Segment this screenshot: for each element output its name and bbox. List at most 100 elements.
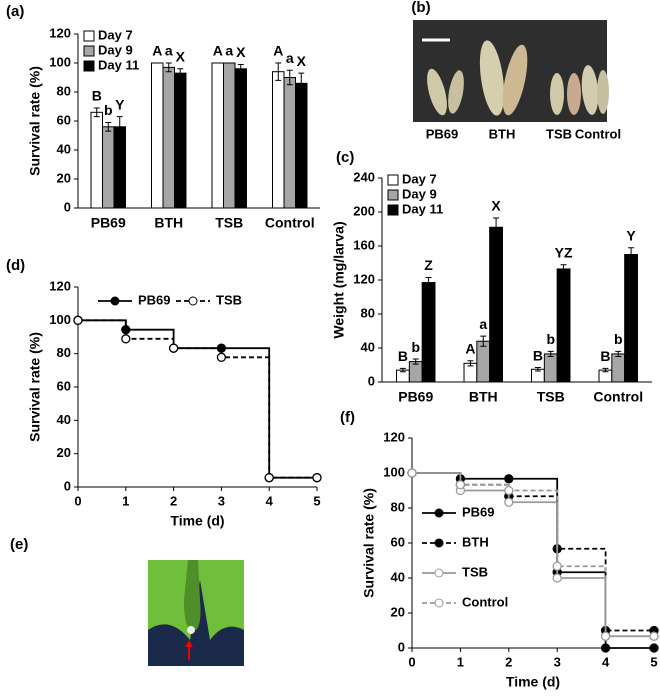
x-tick-label: 1 — [122, 493, 129, 508]
photo-e — [148, 560, 244, 666]
photo-label: PB69 — [426, 126, 459, 141]
legend-label: Day 11 — [98, 57, 139, 72]
legend-marker — [434, 568, 444, 578]
point — [552, 573, 562, 583]
significance-letter: B — [600, 348, 610, 364]
error-bar — [493, 217, 500, 238]
x-tick-label: TSB — [537, 389, 565, 405]
y-axis-title: Survival rate (%) — [27, 332, 43, 442]
significance-letter: b — [411, 339, 420, 355]
y-tick-label: 80 — [361, 305, 375, 320]
point — [600, 631, 611, 641]
error-bar — [298, 72, 305, 94]
bar — [421, 282, 436, 383]
survival-line — [412, 472, 654, 638]
significance-letter: Y — [626, 227, 636, 243]
significance-letter: b — [546, 331, 555, 347]
legend-label: Day 9 — [402, 186, 437, 201]
x-tick-label: 5 — [313, 493, 320, 508]
point — [504, 497, 514, 507]
x-tick-label: BTH — [469, 389, 498, 405]
x-tick-label: 4 — [602, 654, 610, 669]
legend-swatch — [83, 45, 95, 57]
x-tick-label: 3 — [218, 493, 225, 508]
error-bar — [534, 367, 541, 372]
survival-line — [412, 472, 654, 649]
point — [121, 334, 131, 344]
y-tick-label: 120 — [49, 25, 71, 40]
error-bar — [105, 121, 112, 132]
significance-letter: A — [465, 340, 475, 356]
x-tick-label: TSB — [215, 215, 243, 231]
y-tick-label: 100 — [49, 54, 71, 69]
x-tick-label: PB69 — [91, 215, 126, 231]
legend-label: Day 11 — [402, 201, 443, 216]
y-tick-label: 0 — [64, 478, 71, 493]
bar — [556, 268, 571, 383]
x-tick-label: Control — [265, 215, 315, 231]
x-tick-label: 3 — [554, 654, 561, 669]
error-bar — [93, 107, 100, 118]
significance-letter: a — [286, 50, 294, 66]
photo-label: Control — [575, 126, 621, 141]
y-axis-title: Weight (mg/larva) — [331, 221, 347, 338]
legend-label: BTH — [462, 534, 489, 549]
bar — [476, 340, 491, 383]
point — [216, 352, 227, 362]
significance-letter: b — [614, 331, 623, 347]
error-bar — [286, 69, 293, 86]
y-tick-label: 40 — [391, 569, 405, 584]
bar — [223, 62, 236, 209]
error-bar — [628, 247, 635, 262]
photo-b — [413, 20, 609, 122]
significance-letter: Y — [115, 96, 125, 112]
bar — [234, 68, 247, 209]
bar — [90, 111, 104, 209]
y-tick-label: 20 — [57, 445, 71, 460]
y-tick-label: 60 — [57, 378, 71, 393]
y-tick-label: 20 — [391, 604, 405, 619]
point — [552, 561, 562, 571]
legend-label: Day 9 — [98, 42, 133, 57]
y-tick-label: 80 — [57, 83, 71, 98]
bar — [283, 77, 296, 209]
y-axis-title: Survival rate (%) — [27, 66, 43, 176]
point — [504, 485, 514, 496]
y-tick-label: 40 — [57, 412, 71, 427]
y-tick-label: 40 — [361, 339, 375, 354]
y-tick-label: 60 — [57, 112, 71, 127]
bar — [211, 62, 225, 209]
legend-marker — [434, 508, 444, 518]
legend-marker — [434, 598, 444, 608]
significance-letter: X — [297, 53, 307, 69]
photo-label: BTH — [489, 126, 516, 141]
x-tick-label: 4 — [266, 493, 274, 508]
significance-letter: A — [152, 43, 162, 59]
legend-marker — [110, 296, 120, 306]
significance-letter: B — [533, 347, 543, 363]
significance-letter: Z — [424, 257, 433, 273]
error-bar — [165, 62, 172, 73]
point — [649, 631, 659, 641]
x-tick-label: 2 — [505, 654, 512, 669]
significance-letter: X — [236, 44, 246, 60]
x-tick-label: Control — [593, 389, 643, 405]
y-tick-label: 20 — [57, 170, 71, 185]
survival-line — [412, 472, 654, 638]
panel-label: (b) — [411, 0, 430, 16]
error-bar — [237, 63, 244, 74]
y-tick-label: 80 — [391, 499, 405, 514]
error-bar — [547, 350, 554, 357]
photo-label: TSB — [546, 126, 572, 141]
legend-swatch — [387, 204, 399, 216]
bar — [173, 72, 187, 209]
bar — [624, 254, 638, 383]
point — [312, 473, 322, 483]
y-tick-label: 120 — [353, 271, 375, 286]
bar — [162, 66, 175, 209]
y-tick-label: 240 — [353, 169, 375, 184]
significance-letter: a — [225, 43, 233, 59]
point — [407, 468, 417, 478]
significance-letter: X — [176, 49, 186, 65]
